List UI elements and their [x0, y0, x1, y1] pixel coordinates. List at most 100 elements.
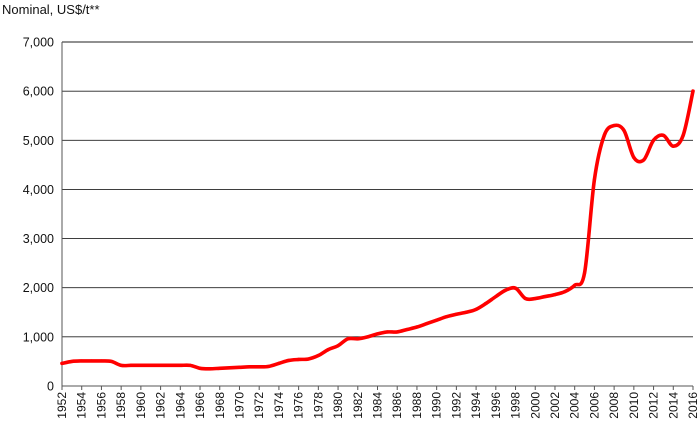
data-point — [454, 312, 458, 316]
data-point — [257, 365, 261, 369]
data-point — [533, 296, 537, 301]
x-tick-label: 2010 — [627, 392, 641, 419]
data-point — [188, 363, 192, 367]
data-point — [592, 178, 597, 182]
x-tick-label: 1976 — [292, 392, 306, 419]
data-point — [632, 155, 636, 160]
x-tick-label: 1960 — [134, 392, 148, 419]
x-axis-ticks: 1952 1954 1956 1958 1960 1962 1964 1966 1968 1970… — [55, 386, 700, 419]
x-tick-label: 1984 — [371, 392, 385, 419]
data-point — [425, 321, 429, 326]
y-tick-label: 0 — [47, 380, 54, 394]
data-point — [129, 363, 133, 367]
x-tick-label: 1952 — [55, 392, 69, 419]
data-point — [326, 348, 330, 352]
y-tick-label: 4,000 — [23, 183, 54, 197]
data-point — [237, 365, 242, 369]
data-point — [346, 337, 350, 341]
x-tick-label: 2002 — [548, 392, 562, 419]
data-point — [375, 332, 380, 336]
data-point — [504, 288, 508, 292]
data-point — [316, 353, 320, 358]
data-point — [523, 296, 527, 301]
data-point — [287, 358, 291, 363]
x-tick-label: 2006 — [587, 392, 601, 419]
x-tick-label: 2012 — [647, 392, 661, 419]
data-point — [277, 361, 281, 365]
data-point — [484, 301, 488, 306]
x-tick-label: 1998 — [509, 392, 523, 419]
data-point — [366, 335, 370, 339]
x-tick-label: 1980 — [331, 392, 345, 419]
data-point — [612, 123, 616, 128]
x-tick-label: 1956 — [94, 392, 108, 419]
x-tick-label: 1988 — [410, 392, 424, 419]
data-point — [109, 359, 113, 364]
data-point — [681, 133, 685, 137]
data-point — [80, 359, 84, 363]
x-tick-label: 1966 — [193, 392, 207, 419]
x-tick-label: 1964 — [173, 392, 187, 419]
data-point — [89, 359, 94, 363]
y-axis-title: Nominal, US$/t** — [2, 2, 100, 17]
data-point — [247, 365, 251, 369]
x-tick-label: 1962 — [154, 392, 168, 419]
data-point — [198, 366, 202, 370]
data-point — [356, 337, 360, 341]
data-point — [70, 359, 74, 364]
data-point — [218, 366, 222, 370]
y-tick-label: 1,000 — [23, 330, 54, 344]
x-tick-label: 1994 — [469, 392, 483, 419]
y-tick-label: 7,000 — [23, 36, 54, 50]
x-tick-label: 2000 — [528, 392, 542, 419]
gridlines — [61, 41, 693, 387]
x-tick-label: 2014 — [666, 392, 680, 419]
x-tick-label: 2016 — [686, 392, 700, 419]
y-tick-label: 3,000 — [23, 232, 54, 246]
data-point — [582, 271, 587, 275]
data-point — [267, 364, 271, 368]
data-point — [336, 344, 340, 348]
x-tick-label: 1978 — [311, 392, 325, 419]
y-tick-label: 2,000 — [23, 281, 54, 295]
data-point — [139, 363, 143, 367]
data-point — [158, 363, 163, 367]
y-axis-ticks: 0 1,000 2,000 3,000 4,000 5,000 6,000 7,000 — [23, 36, 54, 394]
x-tick-label: 1996 — [489, 392, 503, 419]
x-tick-label: 1990 — [430, 392, 444, 419]
x-tick-label: 1970 — [232, 392, 246, 419]
data-point — [60, 361, 64, 365]
data-point — [149, 363, 153, 367]
x-tick-label: 1974 — [272, 392, 286, 419]
data-point — [474, 307, 478, 311]
x-tick-label: 1954 — [75, 392, 89, 419]
data-point — [651, 138, 656, 142]
data-point — [622, 128, 626, 133]
data-point — [395, 330, 399, 334]
y-tick-label: 6,000 — [23, 85, 54, 99]
x-tick-label: 1992 — [449, 392, 463, 419]
data-point — [642, 158, 646, 162]
x-tick-label: 1986 — [390, 392, 404, 419]
data-point — [405, 327, 409, 332]
data-point — [602, 133, 606, 137]
x-tick-label: 1968 — [213, 392, 227, 419]
x-tick-label: 1958 — [114, 392, 128, 419]
data-point — [553, 292, 557, 297]
x-tick-label: 1972 — [252, 392, 266, 419]
data-point — [119, 363, 123, 367]
x-tick-label: 2004 — [568, 392, 582, 419]
data-point — [228, 366, 232, 370]
x-tick-label: 1982 — [351, 392, 365, 419]
data-point — [573, 283, 577, 287]
data-point — [691, 89, 695, 93]
data-point — [563, 290, 567, 294]
data-point — [178, 363, 182, 367]
data-point — [385, 330, 389, 334]
x-tick-label: 2008 — [607, 392, 621, 419]
data-point — [208, 367, 212, 371]
data-point — [306, 357, 311, 361]
data-point — [464, 310, 468, 314]
